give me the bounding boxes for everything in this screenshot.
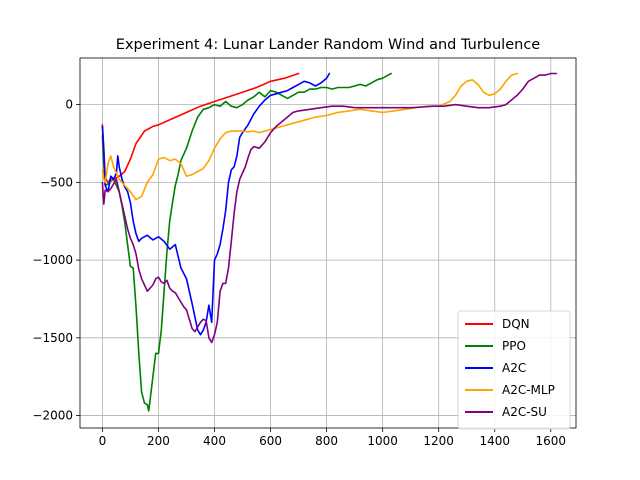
series-group bbox=[101, 72, 558, 412]
y-tick-label: −2000 bbox=[32, 409, 73, 423]
legend-label-dqn: DQN bbox=[502, 317, 530, 331]
y-tick-label: −1000 bbox=[32, 253, 73, 267]
y-axis: −2000 −1500 −1000 −500 0 bbox=[32, 98, 80, 423]
x-tick-label: 0 bbox=[99, 434, 107, 448]
x-axis: 0 200 400 600 800 1000 1200 1400 1600 bbox=[99, 428, 566, 448]
x-tick-label: 1200 bbox=[423, 434, 454, 448]
x-tick-label: 200 bbox=[147, 434, 170, 448]
x-tick-label: 600 bbox=[259, 434, 282, 448]
series-line-a2c-mlp bbox=[101, 72, 519, 201]
x-tick-label: 1600 bbox=[536, 434, 567, 448]
legend-label-ppo: PPO bbox=[502, 339, 526, 353]
y-tick-label: −500 bbox=[40, 175, 73, 189]
legend-label-a2c-mlp: A2C-MLP bbox=[502, 383, 555, 397]
series-line-ppo bbox=[101, 72, 392, 412]
x-tick-label: 1400 bbox=[479, 434, 510, 448]
legend-label-a2c-su: A2C-SU bbox=[502, 405, 547, 419]
y-tick-label: −1500 bbox=[32, 331, 73, 345]
x-tick-label: 800 bbox=[315, 434, 338, 448]
chart-title: Experiment 4: Lunar Lander Random Wind a… bbox=[116, 37, 541, 53]
legend-label-a2c: A2C bbox=[502, 361, 526, 375]
legend: DQN PPO A2C A2C-MLP A2C-SU bbox=[457, 310, 571, 430]
x-tick-label: 1000 bbox=[367, 434, 398, 448]
series-line-dqn bbox=[101, 72, 300, 184]
y-tick-label: 0 bbox=[65, 98, 73, 112]
series-line-a2c-su bbox=[101, 72, 558, 344]
legend-box bbox=[457, 310, 571, 430]
x-tick-label: 400 bbox=[203, 434, 226, 448]
plot-frame bbox=[79, 57, 577, 429]
